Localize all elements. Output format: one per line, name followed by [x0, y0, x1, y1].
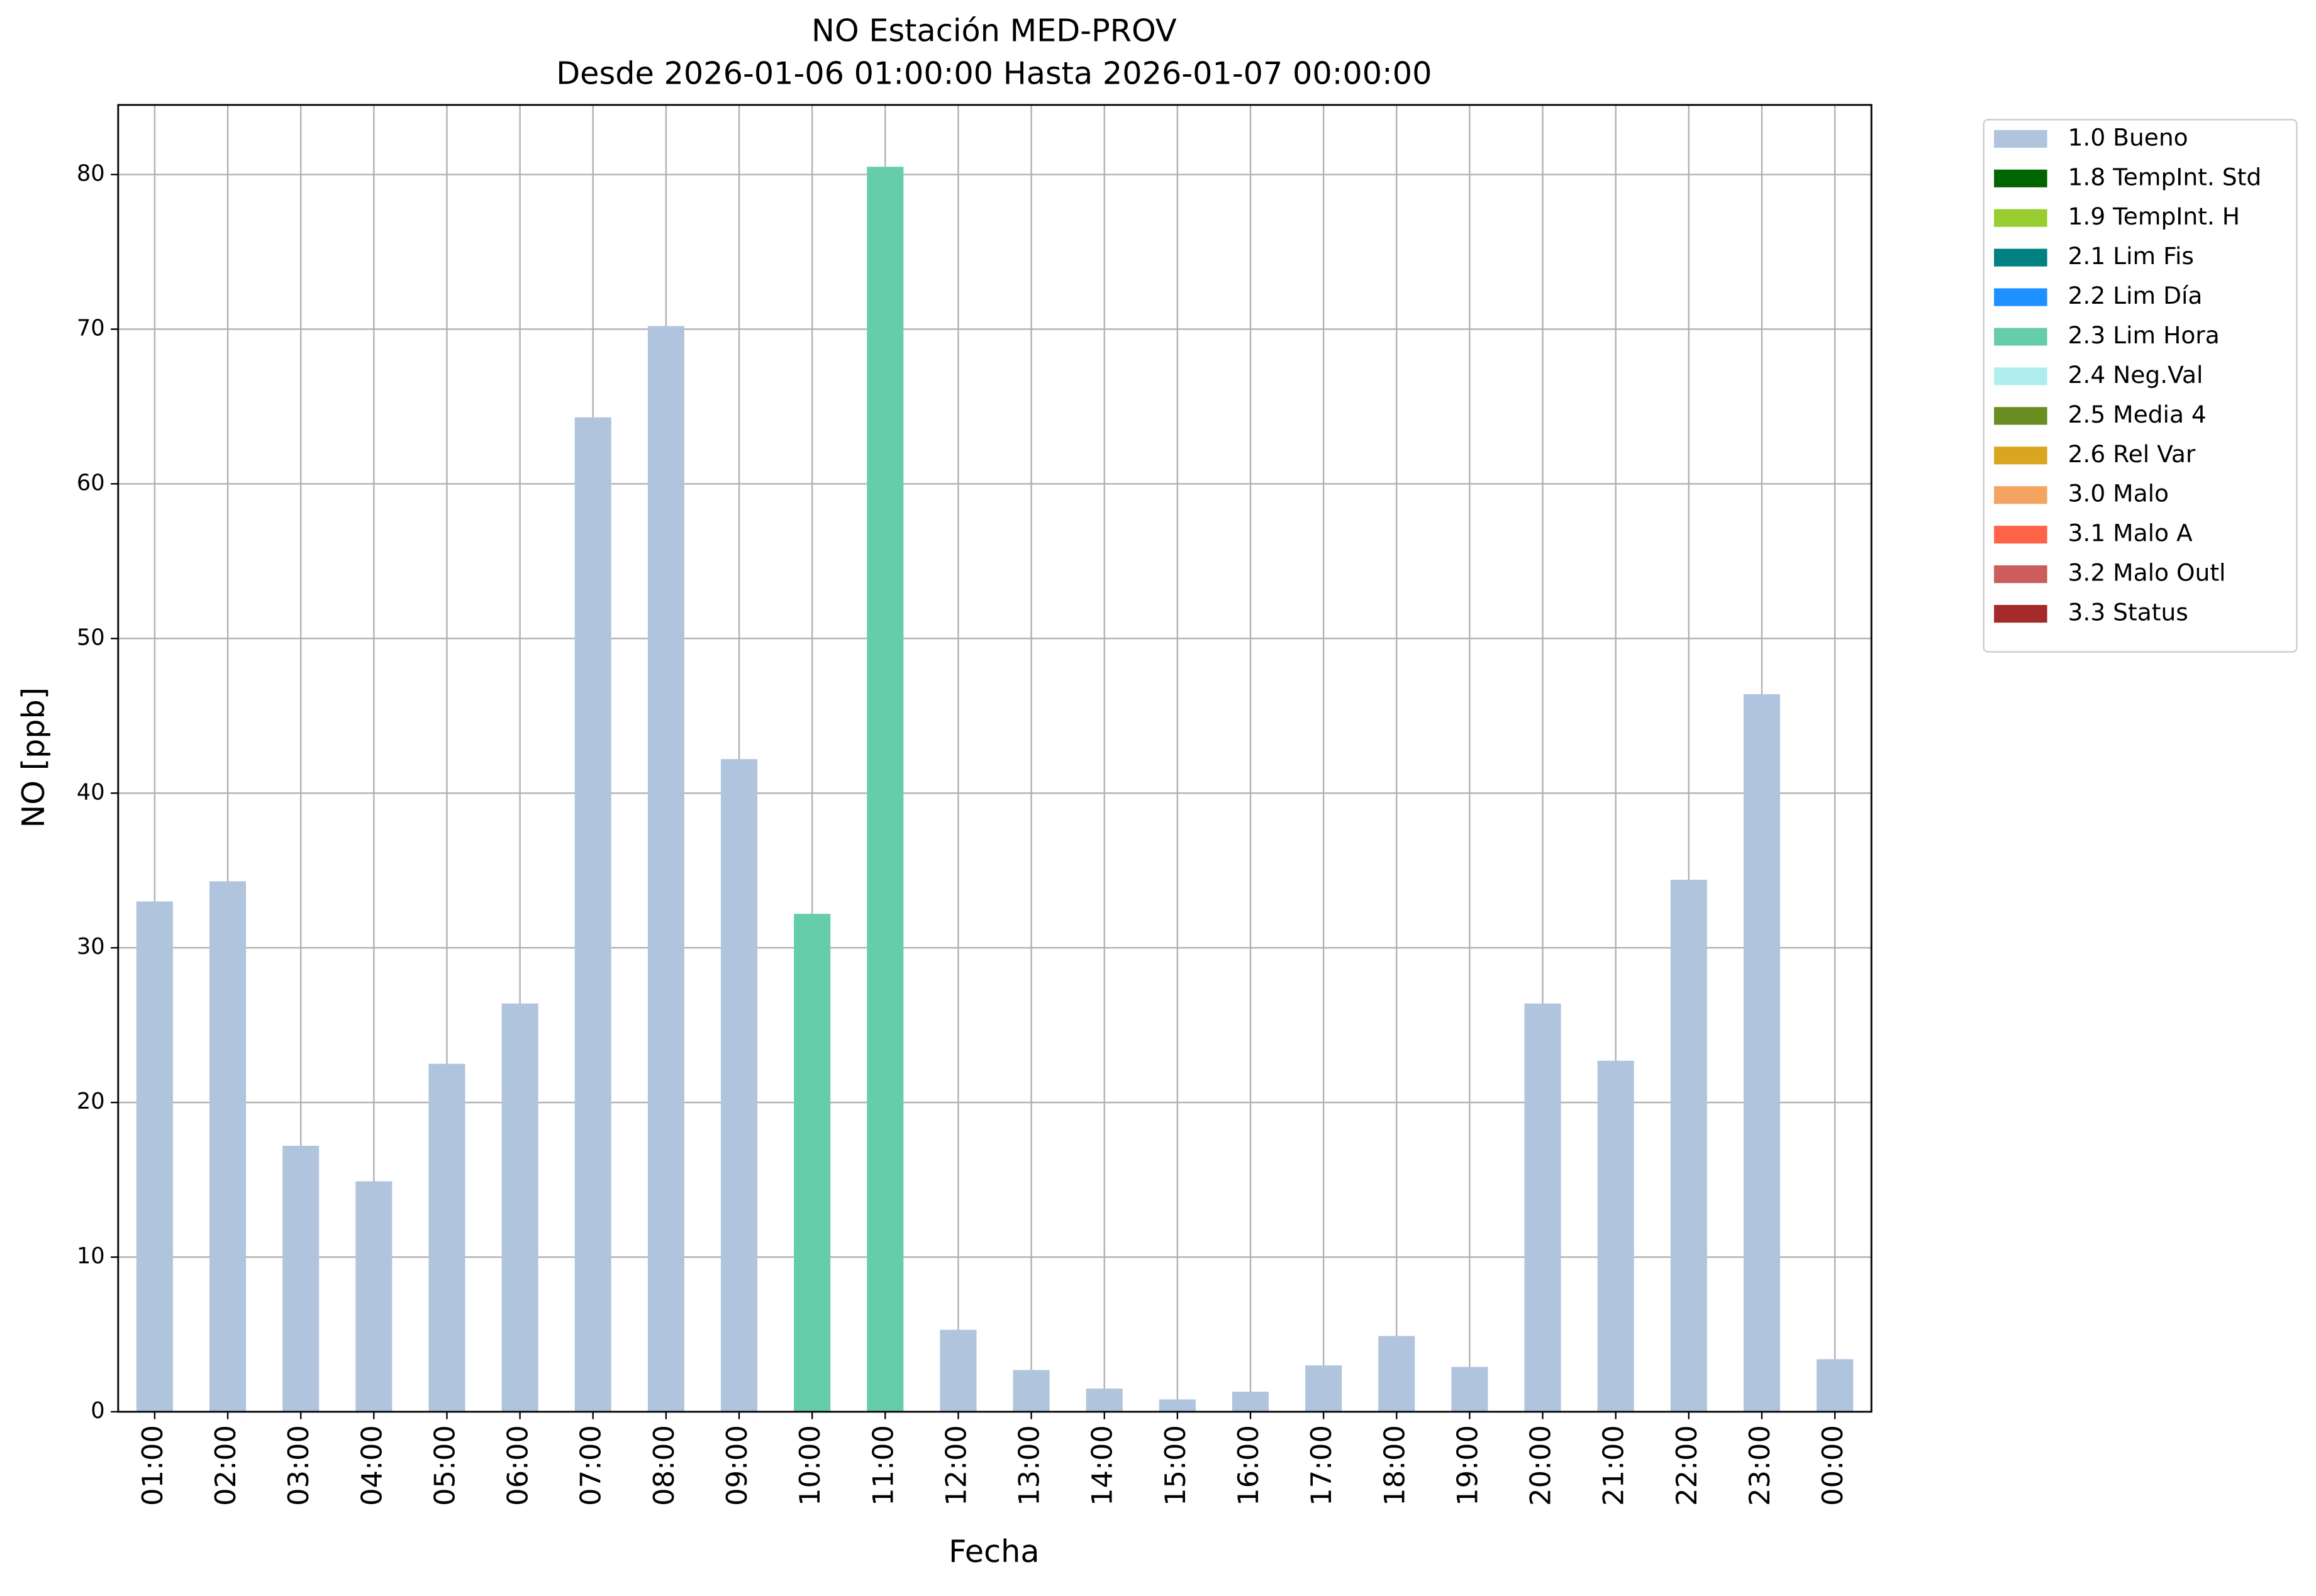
legend-label: 2.1 Lim Fis: [2068, 242, 2194, 270]
legend-label: 2.4 Neg.Val: [2068, 361, 2203, 389]
bar: [574, 417, 611, 1412]
bar: [1670, 880, 1707, 1412]
bar: [282, 1146, 320, 1412]
x-tick-label: 10:00: [794, 1425, 827, 1506]
bar: [1086, 1388, 1123, 1412]
bar: [1159, 1399, 1196, 1412]
bar: [1451, 1366, 1488, 1412]
y-tick-label: 0: [91, 1398, 104, 1424]
bar: [1305, 1365, 1342, 1412]
legend-swatch: [1994, 288, 2047, 306]
bar: [1743, 694, 1781, 1412]
legend-label: 3.0 Malo: [2068, 480, 2169, 507]
bar: [1232, 1392, 1269, 1412]
bar: [1597, 1060, 1634, 1412]
y-tick-label: 80: [77, 161, 105, 187]
legend-label: 2.5 Media 4: [2068, 401, 2207, 428]
legend-swatch: [1994, 486, 2047, 504]
x-tick-label: 07:00: [575, 1425, 608, 1506]
x-tick-label: 17:00: [1305, 1425, 1338, 1506]
y-tick-label: 30: [77, 934, 105, 960]
legend-label: 2.2 Lim Día: [2068, 282, 2203, 309]
legend-swatch: [1994, 367, 2047, 385]
legend-swatch: [1994, 248, 2047, 267]
x-tick-label: 16:00: [1232, 1425, 1265, 1506]
x-tick-label: 14:00: [1086, 1425, 1119, 1506]
bar: [1817, 1359, 1854, 1412]
x-tick-label: 04:00: [355, 1425, 388, 1506]
x-tick-label: 06:00: [502, 1425, 535, 1506]
legend-swatch: [1994, 446, 2047, 465]
legend-swatch: [1994, 209, 2047, 227]
x-tick-label: 15:00: [1159, 1425, 1192, 1506]
bar: [355, 1181, 392, 1412]
x-tick-label: 03:00: [282, 1425, 315, 1506]
y-tick-label: 70: [77, 315, 105, 341]
x-tick-label: 19:00: [1451, 1425, 1484, 1506]
x-tick-label: 00:00: [1817, 1425, 1849, 1506]
legend-label: 2.3 Lim Hora: [2068, 321, 2220, 349]
bar: [794, 914, 831, 1412]
plot-frame: [117, 104, 1873, 1413]
legend-swatch: [1994, 604, 2047, 623]
y-tick-label: 60: [77, 470, 105, 496]
bar: [867, 167, 904, 1412]
legend-swatch: [1994, 130, 2047, 148]
x-tick-label: 23:00: [1744, 1425, 1776, 1506]
x-tick-label: 05:00: [428, 1425, 461, 1506]
x-tick-label: 12:00: [940, 1425, 972, 1506]
x-tick-label: 02:00: [209, 1425, 242, 1506]
x-tick-label: 20:00: [1525, 1425, 1557, 1506]
bar: [1378, 1336, 1415, 1412]
legend-swatch: [1994, 328, 2047, 346]
legend-swatch: [1994, 565, 2047, 584]
legend-label: 1.8 TempInt. Std: [2068, 163, 2262, 191]
y-tick-label: 20: [77, 1089, 105, 1114]
bar: [428, 1063, 465, 1412]
legend-label: 2.6 Rel Var: [2068, 440, 2196, 468]
bar: [647, 326, 684, 1412]
legend-swatch: [1994, 407, 2047, 425]
x-tick-label: 09:00: [721, 1425, 754, 1506]
bar: [721, 759, 758, 1412]
legend-label: 3.1 Malo A: [2068, 519, 2193, 547]
x-tick-label: 22:00: [1671, 1425, 1703, 1506]
legend-swatch: [1994, 169, 2047, 187]
bar: [940, 1329, 977, 1412]
x-tick-label: 11:00: [867, 1425, 899, 1506]
x-tick-label: 21:00: [1598, 1425, 1630, 1506]
x-tick-label: 08:00: [648, 1425, 681, 1506]
bar: [1524, 1003, 1561, 1412]
bar: [136, 901, 173, 1412]
bar: [501, 1003, 538, 1412]
legend-label: 1.9 TempInt. H: [2068, 202, 2241, 230]
x-axis-label: Fecha: [949, 1533, 1040, 1570]
x-tick-label: 18:00: [1378, 1425, 1411, 1506]
legend-label: 1.0 Bueno: [2068, 123, 2188, 151]
chart-subtitle: Desde 2026-01-06 01:00:00 Hasta 2026-01-…: [556, 55, 1432, 91]
legend-label: 3.2 Malo Outl: [2068, 559, 2226, 587]
x-tick-label: 01:00: [136, 1425, 169, 1506]
x-tick-label: 13:00: [1013, 1425, 1046, 1506]
legend-label: 3.3 Status: [2068, 599, 2188, 626]
y-tick-label: 10: [77, 1243, 105, 1269]
legend-box: [1983, 119, 2298, 653]
bar: [1013, 1370, 1050, 1412]
y-tick-label: 40: [77, 779, 105, 805]
chart-title: NO Estación MED-PROV: [811, 12, 1177, 48]
bar: [209, 881, 247, 1412]
legend-swatch: [1994, 526, 2047, 544]
y-tick-label: 50: [77, 624, 105, 650]
y-axis-label: NO [ppb]: [15, 687, 52, 828]
